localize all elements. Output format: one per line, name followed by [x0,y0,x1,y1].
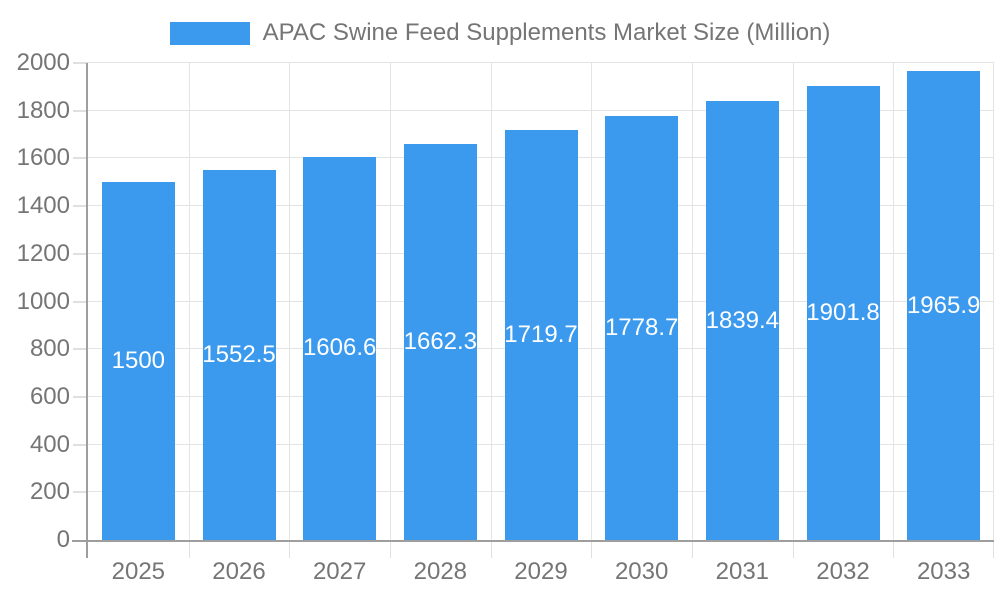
bar-2032 [806,86,880,540]
y-tick-label-0: 0 [56,526,70,553]
v-gridline-3 [390,63,391,540]
x-axis-tick-3 [390,542,391,558]
bar-2026 [202,169,276,540]
x-tick-label-2028: 2028 [413,558,468,585]
y-axis-line [86,63,88,558]
bar-value-2025: 1500 [111,347,166,375]
y-tick-label-600: 600 [29,382,70,410]
y-tick-label-1000: 1000 [16,287,70,315]
x-tick-label-2026: 2026 [212,558,266,585]
bar-value-2030: 1778.7 [604,313,679,341]
bar-value-2029: 1719.7 [504,320,578,348]
x-tick-label-2033: 2033 [916,558,971,585]
bar-2031 [705,101,779,540]
bar-2033 [907,71,981,540]
bar-value-2028: 1662.3 [403,327,478,355]
x-axis-tick-7 [793,542,794,558]
x-axis-tick-8 [893,542,894,558]
bar-value-2032: 1901.8 [806,299,880,327]
x-axis-tick-2 [289,542,290,558]
y-axis-tick-600 [73,395,88,398]
x-axis-tick-9 [993,542,994,558]
y-tick-label-800: 800 [29,335,70,363]
bar-value-2027: 1606.6 [302,334,377,362]
x-tick-label-2027: 2027 [312,558,367,585]
bar-2029 [504,129,578,540]
y-axis-tick-200 [73,491,88,494]
y-tick-label-400: 400 [29,430,70,458]
x-axis-tick-1 [189,542,190,558]
y-axis-tick-400 [73,443,88,446]
chart-legend: APAC Swine Feed Supplements Market Size … [0,19,1000,47]
x-tick-label-2030: 2030 [614,558,669,585]
y-tick-label-1800: 1800 [16,96,70,124]
bar-2025 [101,182,175,540]
v-gridline-4 [491,63,492,540]
x-axis-tick-6 [692,542,693,558]
y-axis-tick-800 [73,348,88,351]
v-gridline-2 [289,63,290,540]
x-axis-tick-4 [491,542,492,558]
h-gridline-1800 [88,109,994,111]
v-gridline-6 [692,63,693,540]
legend-label: APAC Swine Feed Supplements Market Size … [262,19,831,46]
y-tick-label-1200: 1200 [16,239,70,267]
bar-value-2031: 1839.4 [705,306,780,334]
y-tick-label-1600: 1600 [16,144,70,172]
y-tick-label-1400: 1400 [16,192,70,220]
v-gridline-9 [993,63,994,540]
y-tick-label-2000: 2000 [16,49,70,76]
y-axis-tick-1600 [73,157,88,160]
bar-2027 [303,156,377,540]
bar-2030 [605,115,679,540]
v-gridline-7 [793,63,794,540]
h-gridline-2000 [88,62,994,63]
y-axis-tick-1800 [73,109,88,112]
v-gridline-8 [893,63,894,540]
x-tick-label-2029: 2029 [514,558,568,585]
bar-value-2026: 1552.5 [202,340,276,368]
bar-2028 [403,143,477,540]
y-axis-tick-1400 [73,205,88,208]
legend-color-swatch [169,21,250,45]
x-axis-tick-5 [591,542,592,558]
x-tick-label-2032: 2032 [816,558,870,585]
x-tick-label-2031: 2031 [715,558,770,585]
x-tick-label-2025: 2025 [111,558,166,585]
x-axis-line [72,540,994,542]
v-gridline-5 [591,63,592,540]
v-gridline-1 [189,63,190,540]
y-axis-tick-2000 [73,62,88,64]
y-axis-tick-1200 [73,252,88,255]
y-tick-label-200: 200 [29,478,70,506]
bar-value-2033: 1965.9 [906,291,981,319]
y-axis-tick-1000 [73,300,88,303]
